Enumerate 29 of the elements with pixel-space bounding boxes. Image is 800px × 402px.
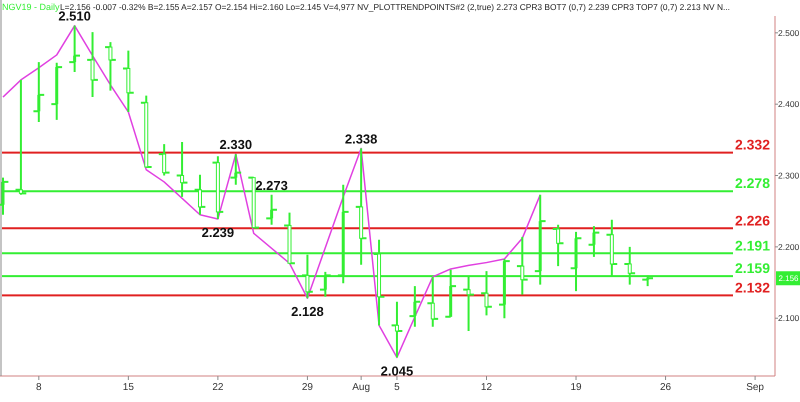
ref-line-label: 2.278 (734, 175, 770, 192)
x-tick-label: 5 (394, 382, 400, 393)
y-tick-label: 2.300 (778, 170, 800, 180)
y-tick-label: 2.200 (778, 242, 800, 252)
annotation: 2.273 (255, 178, 288, 193)
x-tick-label: 19 (570, 382, 582, 393)
x-tick-label: Sep (746, 382, 764, 393)
y-tick-label: 2.400 (778, 99, 800, 110)
x-tick-label: 22 (212, 382, 224, 393)
annotation: 2.338 (344, 131, 378, 146)
ref-line-label: 2.191 (734, 237, 770, 254)
ref-line-label: 2.159 (734, 260, 770, 276)
annotation: 2.045 (380, 363, 414, 378)
ref-line-label: 2.132 (734, 279, 770, 296)
annotation: 2.156 (778, 274, 800, 284)
y-tick-label: 2.500 (778, 28, 800, 38)
y-tick-label: 2.100 (778, 313, 800, 324)
annotation: 2.330 (220, 137, 252, 152)
ref-line-label: 2.332 (734, 136, 770, 153)
x-tick-label: Aug (352, 382, 370, 393)
x-tick-label: 8 (36, 382, 42, 393)
annotation: 2.239 (202, 225, 234, 240)
annotation: 2.128 (291, 304, 324, 320)
x-tick-label: 12 (480, 382, 492, 393)
x-tick-label: 29 (302, 382, 314, 393)
x-tick-label: 26 (660, 382, 672, 393)
x-tick-label: 15 (122, 382, 134, 393)
ref-line-label: 2.226 (734, 212, 770, 228)
chart-title: NGV19 - Daily (2, 2, 60, 12)
